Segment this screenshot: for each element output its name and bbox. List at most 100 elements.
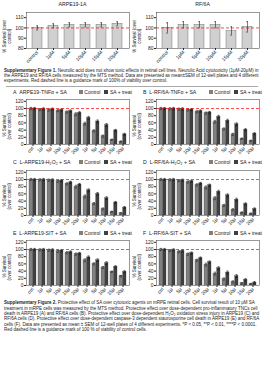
svg-text:20: 20 — [148, 205, 154, 211]
svg-text:120: 120 — [145, 239, 154, 245]
svg-text:100: 100 — [15, 176, 24, 182]
svg-text:60: 60 — [148, 190, 154, 196]
svg-text:ctrl: ctrl — [26, 286, 35, 295]
svg-text:100: 100 — [15, 105, 24, 111]
svg-text:80: 80 — [18, 183, 24, 189]
svg-text:20μ: 20μ — [70, 145, 80, 155]
svg-text:1μ: 1μ — [81, 145, 89, 153]
svg-text:120: 120 — [15, 239, 24, 245]
svg-text:15μM: 15μM — [90, 49, 103, 62]
svg-text:90: 90 — [18, 34, 24, 40]
svg-text:60: 60 — [148, 261, 154, 267]
svg-text:10μM: 10μM — [204, 49, 217, 62]
svg-text:80: 80 — [18, 113, 24, 119]
svg-text:20μ: 20μ — [115, 216, 125, 226]
svg-text:20μ: 20μ — [200, 216, 210, 226]
svg-text:1μ: 1μ — [211, 286, 219, 294]
svg-text:ctrl: ctrl — [26, 145, 35, 154]
svg-text:80: 80 — [18, 45, 24, 51]
svg-text:1μ: 1μ — [36, 216, 44, 224]
svg-text:80: 80 — [148, 254, 154, 260]
svg-text:15μ: 15μ — [60, 145, 71, 156]
svg-text:100: 100 — [15, 24, 24, 30]
svg-text:1μ: 1μ — [36, 286, 44, 294]
svg-text:0: 0 — [151, 282, 154, 288]
svg-text:20μ: 20μ — [200, 145, 210, 155]
svg-text:20μ: 20μ — [245, 145, 255, 155]
svg-text:20: 20 — [18, 275, 24, 281]
svg-text:20μ: 20μ — [70, 216, 80, 226]
svg-text:ctrl: ctrl — [26, 216, 35, 225]
svg-text:60: 60 — [148, 120, 154, 126]
svg-text:0: 0 — [21, 282, 24, 288]
svg-text:20: 20 — [18, 205, 24, 211]
svg-text:120: 120 — [15, 169, 24, 175]
svg-text:40: 40 — [18, 268, 24, 274]
svg-text:1μ: 1μ — [211, 145, 219, 153]
svg-text:80: 80 — [148, 183, 154, 189]
svg-text:20μM: 20μM — [106, 49, 119, 62]
svg-text:20μ: 20μ — [245, 216, 255, 226]
svg-text:100: 100 — [145, 24, 154, 30]
svg-text:10μ: 10μ — [181, 145, 192, 156]
svg-text:1μ: 1μ — [166, 286, 174, 294]
svg-text:40: 40 — [148, 127, 154, 133]
svg-text:80: 80 — [148, 45, 154, 51]
svg-text:20μM: 20μM — [236, 49, 249, 62]
svg-text:ctrl: ctrl — [156, 216, 165, 225]
svg-text:1μM: 1μM — [174, 49, 185, 60]
svg-text:90: 90 — [148, 34, 154, 40]
svg-text:80: 80 — [18, 254, 24, 260]
svg-text:120: 120 — [145, 98, 154, 104]
svg-text:100: 100 — [145, 246, 154, 252]
svg-text:60: 60 — [18, 261, 24, 267]
html-text:Supplementary Figure 2. Protec: Supplementary Figure 2. Protective effec… — [4, 300, 260, 333]
svg-text:1μ: 1μ — [166, 145, 174, 153]
svg-text:control: control — [154, 49, 169, 64]
svg-text:80: 80 — [148, 113, 154, 119]
svg-text:15μM: 15μM — [220, 49, 233, 62]
svg-text:15μ: 15μ — [105, 145, 116, 156]
svg-text:ctrl: ctrl — [156, 286, 165, 295]
svg-text:15μ: 15μ — [190, 145, 201, 156]
svg-text:5μM: 5μM — [190, 49, 201, 60]
svg-text:100: 100 — [145, 176, 154, 182]
svg-text:5μM: 5μM — [60, 49, 71, 60]
svg-text:20: 20 — [18, 134, 24, 140]
svg-text:20: 20 — [148, 275, 154, 281]
svg-text:0: 0 — [21, 212, 24, 218]
svg-text:20μ: 20μ — [70, 286, 80, 296]
svg-text:1μ: 1μ — [36, 145, 44, 153]
svg-text:control: control — [24, 49, 39, 64]
svg-text:1μ: 1μ — [81, 216, 89, 224]
svg-text:40: 40 — [148, 268, 154, 274]
svg-text:40: 40 — [18, 197, 24, 203]
svg-text:10μM: 10μM — [74, 49, 87, 62]
svg-text:40: 40 — [148, 197, 154, 203]
svg-text:1μ: 1μ — [166, 216, 174, 224]
svg-text:20μ: 20μ — [200, 286, 210, 296]
svg-text:1μ: 1μ — [81, 286, 89, 294]
svg-text:10μ: 10μ — [96, 145, 107, 156]
svg-text:20μ: 20μ — [115, 286, 125, 296]
svg-text:40: 40 — [18, 127, 24, 133]
html-text:Supplementary Figure 1. Neurol: Supplementary Figure 1. Neurolic acid do… — [4, 67, 259, 84]
svg-text:0: 0 — [151, 141, 154, 147]
svg-text:20μ: 20μ — [115, 145, 125, 155]
svg-text:0: 0 — [21, 141, 24, 147]
svg-text:110: 110 — [146, 14, 154, 20]
svg-text:60: 60 — [18, 190, 24, 196]
svg-text:1μ: 1μ — [211, 216, 219, 224]
svg-text:1μM: 1μM — [44, 49, 55, 60]
svg-text:0: 0 — [151, 212, 154, 218]
svg-text:100: 100 — [15, 246, 24, 252]
svg-text:20μ: 20μ — [245, 286, 255, 296]
svg-text:100: 100 — [145, 105, 154, 111]
svg-text:60: 60 — [18, 120, 24, 126]
svg-text:ctrl: ctrl — [156, 145, 165, 154]
svg-text:110: 110 — [16, 14, 24, 20]
svg-text:120: 120 — [145, 169, 154, 175]
svg-text:20: 20 — [148, 134, 154, 140]
svg-text:120: 120 — [15, 98, 24, 104]
svg-text:10μ: 10μ — [51, 145, 62, 156]
